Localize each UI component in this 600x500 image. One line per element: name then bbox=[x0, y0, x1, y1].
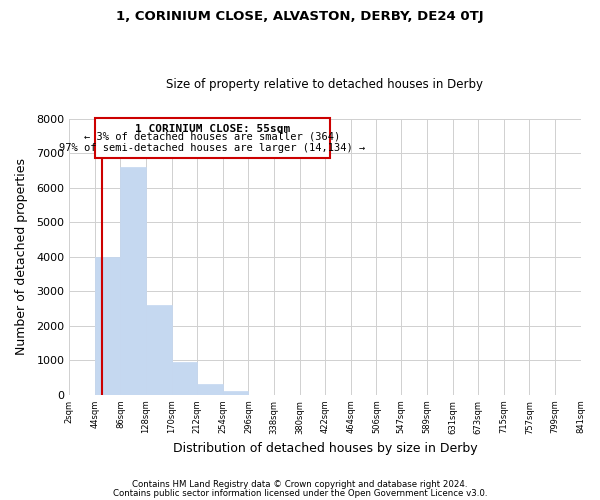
Bar bbox=[121, 167, 146, 395]
Text: Contains public sector information licensed under the Open Government Licence v3: Contains public sector information licen… bbox=[113, 488, 487, 498]
FancyBboxPatch shape bbox=[95, 118, 330, 158]
Bar bbox=[172, 362, 197, 395]
Bar bbox=[146, 305, 172, 395]
Title: Size of property relative to detached houses in Derby: Size of property relative to detached ho… bbox=[166, 78, 484, 91]
Bar bbox=[197, 384, 223, 395]
Y-axis label: Number of detached properties: Number of detached properties bbox=[15, 158, 28, 355]
Text: Contains HM Land Registry data © Crown copyright and database right 2024.: Contains HM Land Registry data © Crown c… bbox=[132, 480, 468, 489]
Text: 97% of semi-detached houses are larger (14,134) →: 97% of semi-detached houses are larger (… bbox=[59, 143, 365, 153]
X-axis label: Distribution of detached houses by size in Derby: Distribution of detached houses by size … bbox=[173, 442, 477, 455]
Bar bbox=[95, 256, 121, 395]
Text: 1, CORINIUM CLOSE, ALVASTON, DERBY, DE24 0TJ: 1, CORINIUM CLOSE, ALVASTON, DERBY, DE24… bbox=[116, 10, 484, 23]
Text: ← 3% of detached houses are smaller (364): ← 3% of detached houses are smaller (364… bbox=[85, 131, 341, 141]
Bar bbox=[223, 390, 248, 395]
Text: 1 CORINIUM CLOSE: 55sqm: 1 CORINIUM CLOSE: 55sqm bbox=[135, 124, 290, 134]
